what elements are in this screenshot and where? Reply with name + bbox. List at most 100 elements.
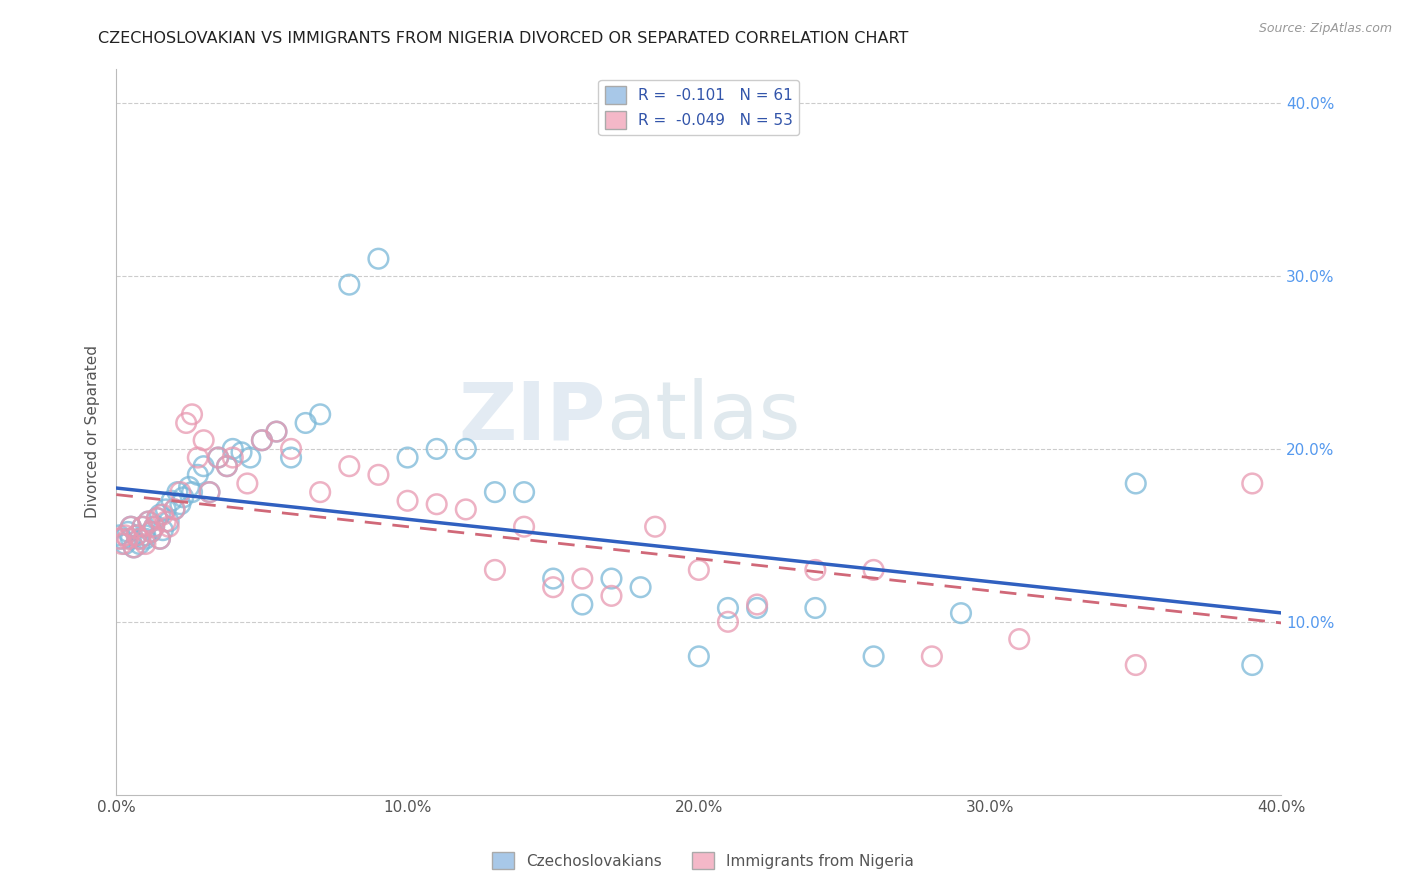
Point — [122, 541, 145, 555]
Point — [600, 572, 623, 586]
Point — [309, 407, 332, 421]
Point — [862, 649, 884, 664]
Point — [454, 502, 477, 516]
Point — [426, 497, 449, 511]
Point — [114, 537, 136, 551]
Point — [222, 442, 245, 456]
Point — [111, 532, 134, 546]
Point — [207, 450, 229, 465]
Point — [117, 532, 139, 546]
Point — [804, 563, 827, 577]
Point — [108, 532, 131, 546]
Point — [128, 532, 150, 546]
Point — [250, 434, 273, 448]
Point — [207, 450, 229, 465]
Y-axis label: Divorced or Separated: Divorced or Separated — [86, 345, 100, 518]
Point — [280, 450, 302, 465]
Point — [688, 563, 710, 577]
Point — [181, 485, 204, 500]
Point — [367, 252, 389, 266]
Point — [426, 442, 449, 456]
Point — [169, 485, 191, 500]
Point — [136, 515, 159, 529]
Point — [128, 537, 150, 551]
Point — [149, 532, 172, 546]
Point — [141, 524, 163, 539]
Point — [149, 532, 172, 546]
Point — [513, 485, 536, 500]
Point — [141, 524, 163, 539]
Point — [128, 532, 150, 546]
Point — [160, 493, 183, 508]
Point — [114, 528, 136, 542]
Point — [484, 563, 506, 577]
Point — [1125, 658, 1147, 673]
Point — [177, 480, 200, 494]
Point — [122, 541, 145, 555]
Point — [231, 445, 253, 459]
Point — [337, 277, 360, 292]
Legend: Czechoslovakians, Immigrants from Nigeria: Czechoslovakians, Immigrants from Nigeri… — [486, 846, 920, 875]
Point — [131, 519, 153, 533]
Point — [136, 515, 159, 529]
Point — [266, 425, 288, 439]
Point — [134, 528, 156, 542]
Point — [117, 524, 139, 539]
Point — [134, 532, 156, 546]
Text: CZECHOSLOVAKIAN VS IMMIGRANTS FROM NIGERIA DIVORCED OR SEPARATED CORRELATION CHA: CZECHOSLOVAKIAN VS IMMIGRANTS FROM NIGER… — [98, 31, 908, 46]
Point — [157, 515, 180, 529]
Point — [108, 528, 131, 542]
Point — [541, 580, 564, 594]
Point — [193, 434, 215, 448]
Point — [222, 450, 245, 465]
Point — [166, 485, 188, 500]
Point — [131, 519, 153, 533]
Point — [120, 532, 142, 546]
Legend: R =  -0.101   N = 61, R =  -0.049   N = 53: R = -0.101 N = 61, R = -0.049 N = 53 — [599, 79, 799, 135]
Point — [1241, 476, 1264, 491]
Point — [630, 580, 652, 594]
Point — [163, 502, 186, 516]
Point — [949, 606, 972, 620]
Point — [125, 528, 148, 542]
Point — [804, 601, 827, 615]
Point — [862, 563, 884, 577]
Text: ZIP: ZIP — [458, 378, 606, 456]
Point — [717, 615, 740, 629]
Point — [120, 519, 142, 533]
Point — [745, 601, 768, 615]
Point — [239, 450, 262, 465]
Point — [294, 416, 316, 430]
Point — [155, 515, 177, 529]
Point — [174, 416, 197, 430]
Point — [120, 519, 142, 533]
Point — [134, 537, 156, 551]
Point — [155, 502, 177, 516]
Point — [454, 442, 477, 456]
Text: atlas: atlas — [606, 378, 800, 456]
Point — [484, 485, 506, 500]
Point — [125, 528, 148, 542]
Point — [146, 511, 169, 525]
Point — [571, 598, 593, 612]
Point — [571, 572, 593, 586]
Point — [163, 502, 186, 516]
Point — [187, 467, 209, 482]
Point — [111, 537, 134, 551]
Point — [1008, 632, 1031, 646]
Point — [396, 493, 419, 508]
Point — [513, 519, 536, 533]
Point — [309, 485, 332, 500]
Point — [215, 459, 238, 474]
Point — [152, 523, 174, 537]
Point — [149, 508, 172, 522]
Point — [198, 485, 221, 500]
Point — [250, 434, 273, 448]
Point — [157, 519, 180, 533]
Point — [367, 467, 389, 482]
Point — [745, 598, 768, 612]
Point — [688, 649, 710, 664]
Point — [1241, 658, 1264, 673]
Point — [644, 519, 666, 533]
Point — [236, 476, 259, 491]
